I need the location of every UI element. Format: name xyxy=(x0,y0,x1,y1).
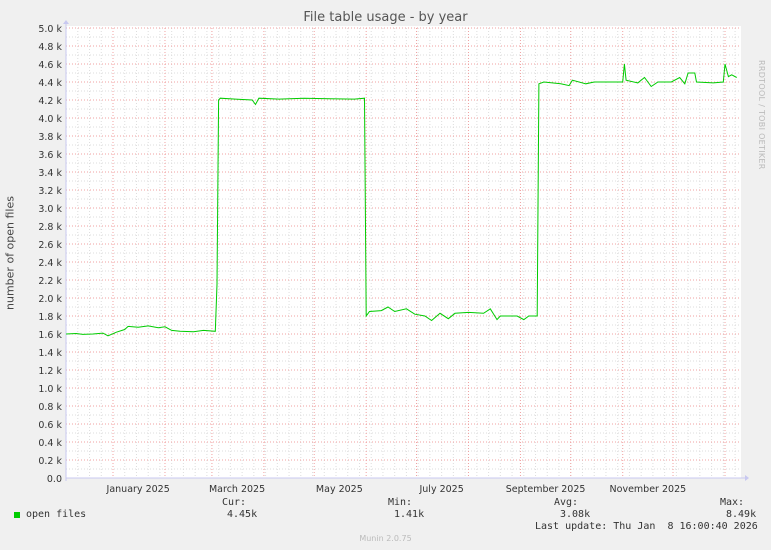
y-tick-label: 4.4 k xyxy=(38,78,62,89)
x-tick-label: May 2025 xyxy=(316,484,363,495)
x-tick-label: January 2025 xyxy=(106,484,170,495)
y-tick-label: 0.2 k xyxy=(38,456,62,467)
munin-version: Munin 2.0.75 xyxy=(359,534,412,543)
y-tick-label: 0.8 k xyxy=(38,402,62,413)
last-update: Last update: Thu Jan 8 16:00:40 2026 xyxy=(535,521,758,532)
y-tick-label: 1.0 k xyxy=(38,384,62,395)
y-tick-label: 3.2 k xyxy=(38,186,62,197)
y-tick-label: 1.6 k xyxy=(38,330,62,341)
x-tick-label: November 2025 xyxy=(610,484,687,495)
y-tick-label: 4.2 k xyxy=(38,96,62,107)
legend-avg-header: Avg: xyxy=(554,497,579,508)
y-tick-label: 3.8 k xyxy=(38,132,62,143)
y-tick-label: 3.4 k xyxy=(38,168,62,179)
legend-max-value: 8.49k xyxy=(726,509,757,520)
legend-cur-header: Cur: xyxy=(222,497,247,508)
legend-min-header: Min: xyxy=(388,497,413,508)
y-tick-label: 3.0 k xyxy=(38,204,62,215)
y-tick-label: 2.8 k xyxy=(38,222,62,233)
y-tick-label: 2.0 k xyxy=(38,294,62,305)
y-tick-label: 2.4 k xyxy=(38,258,62,269)
legend-avg-value: 3.08k xyxy=(560,509,591,520)
chart-title: File table usage - by year xyxy=(303,10,468,25)
y-tick-label: 4.6 k xyxy=(38,60,62,71)
y-tick-label: 0.4 k xyxy=(38,438,62,449)
y-tick-label: 0.0 xyxy=(47,474,62,485)
y-axis-arrow xyxy=(63,20,69,24)
y-tick-label: 1.8 k xyxy=(38,312,62,323)
x-tick-label: September 2025 xyxy=(506,484,586,495)
y-tick-label: 2.2 k xyxy=(38,276,62,287)
y-tick-label: 0.6 k xyxy=(38,420,62,431)
y-tick-label: 2.6 k xyxy=(38,240,62,251)
legend-max-header: Max: xyxy=(720,497,745,508)
rrdtool-credit: RRDTOOL / TOBI OETIKER xyxy=(757,60,766,170)
y-tick-label: 1.2 k xyxy=(38,366,62,377)
y-tick-label: 1.4 k xyxy=(38,348,62,359)
series-line-open-files xyxy=(66,63,737,337)
y-tick-label: 4.8 k xyxy=(38,42,62,53)
x-tick-label: July 2025 xyxy=(418,484,463,495)
y-tick-label: 5.0 k xyxy=(38,24,62,35)
y-tick-label: 4.0 k xyxy=(38,114,62,125)
legend-swatch xyxy=(14,512,20,518)
plot-area: 0.0 0.2 k 0.4 k 0.6 k 0.8 k 1.0 k 1.2 k 1.4 k 1.… xyxy=(38,20,749,495)
legend-min-value: 1.41k xyxy=(394,509,425,520)
x-axis-arrow xyxy=(745,475,749,481)
legend-cur-value: 4.45k xyxy=(227,509,258,520)
legend-series-label: open files xyxy=(26,509,87,520)
plot-background xyxy=(66,26,741,478)
y-tick-label: 3.6 k xyxy=(38,150,62,161)
x-tick-label: March 2025 xyxy=(209,484,265,495)
